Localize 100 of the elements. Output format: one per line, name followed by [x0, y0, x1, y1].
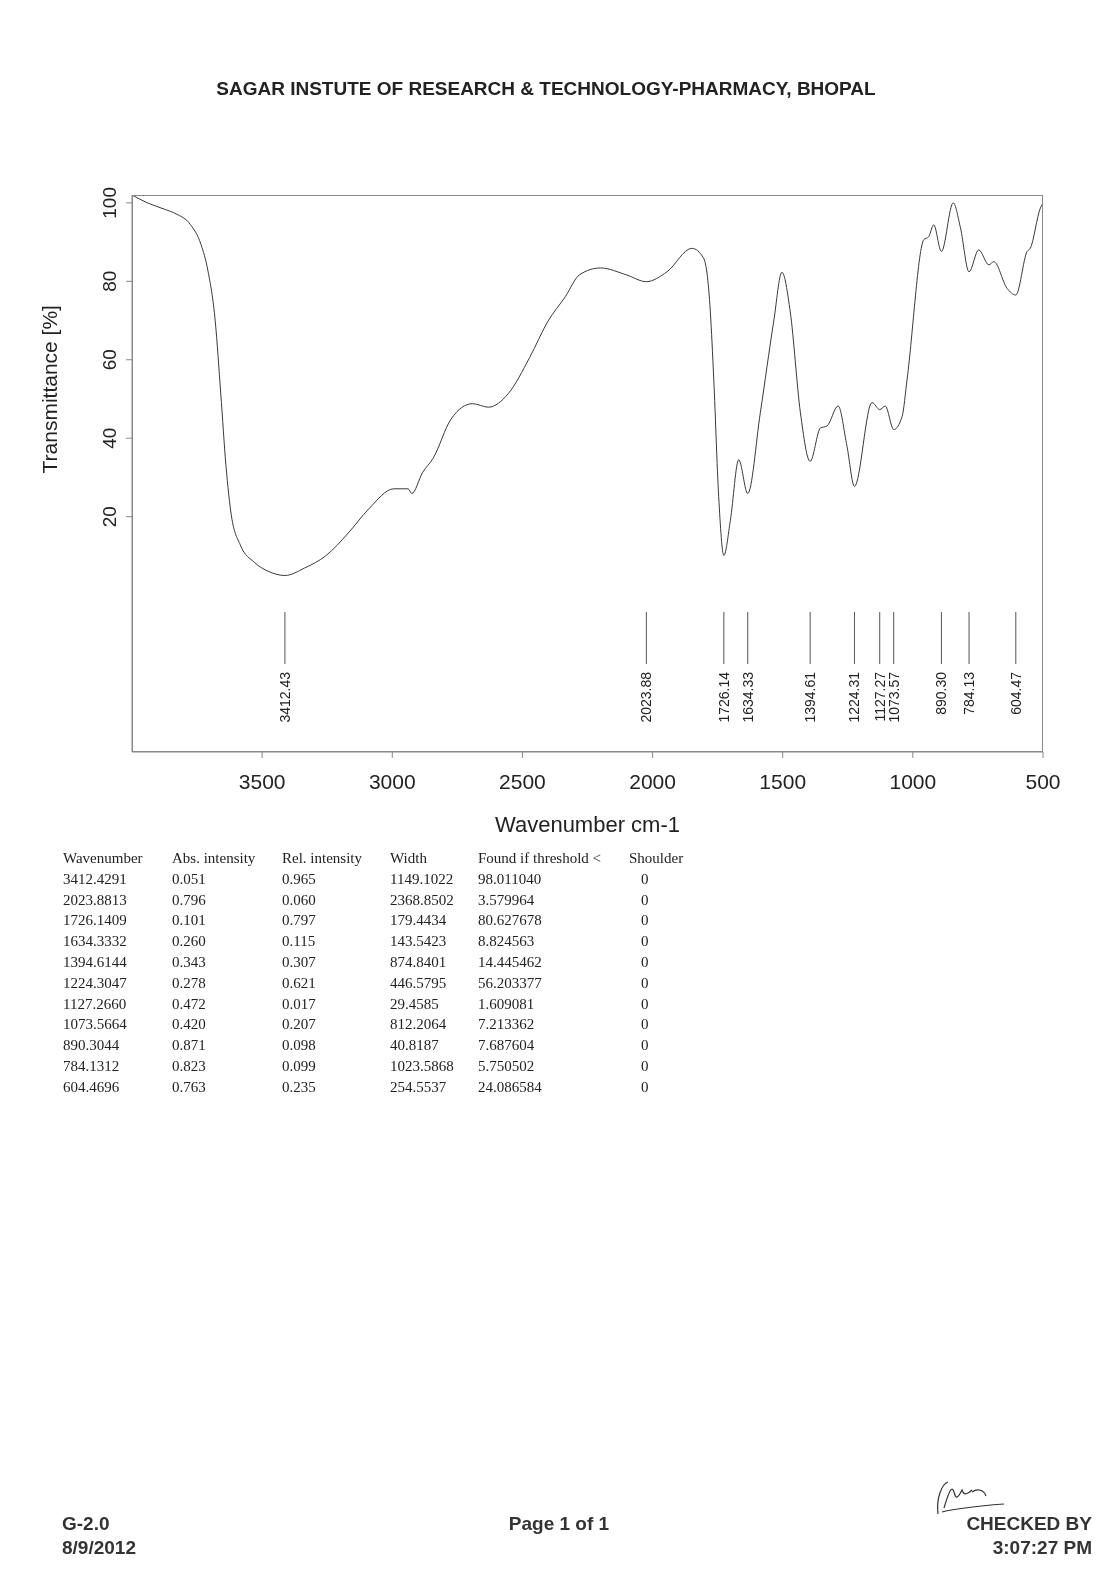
text: 0.871 [172, 1037, 206, 1055]
text: Width [390, 850, 427, 867]
ref-line-label: 604.47 [1007, 671, 1024, 715]
text: 0.420 [172, 1016, 206, 1034]
text: 56.203377 [478, 974, 542, 992]
text: 0 [641, 995, 649, 1013]
y-tick-label: 20 [99, 506, 120, 528]
text: Abs. intensity [172, 850, 256, 867]
text: Rel. intensity [282, 850, 362, 867]
ref-line-label: 1127.27 [871, 671, 888, 722]
text: 3:07:27 PM [991, 1537, 1092, 1559]
text: 0.278 [172, 974, 206, 992]
text: 1224.3047 [63, 974, 127, 992]
text: 0.621 [282, 974, 316, 992]
text: 7.213362 [478, 1016, 535, 1034]
text: 446.5795 [390, 974, 447, 992]
text: 5.750502 [478, 1058, 535, 1075]
text: 2023.8813 [63, 891, 127, 909]
ref-line-label: 1073.57 [885, 671, 902, 723]
text: 0.060 [282, 891, 316, 909]
text: 179.4434 [390, 912, 447, 930]
text: 0 [641, 1037, 649, 1055]
text: 0.235 [282, 1078, 316, 1096]
text: 254.5537 [390, 1078, 447, 1096]
x-tick-label: 1000 [889, 769, 937, 793]
text: 2368.8502 [390, 891, 454, 909]
text: 1023.5868 [390, 1058, 454, 1075]
ref-line-label: 1224.31 [846, 671, 863, 723]
text: Shoulder [629, 850, 684, 867]
text: 0.115 [282, 933, 316, 951]
text: 0.098 [282, 1037, 316, 1055]
text: 0 [641, 870, 649, 888]
text: 0.207 [282, 1016, 316, 1034]
x-tick-label: 3000 [368, 769, 416, 793]
text: 8/9/2012 [62, 1537, 136, 1559]
text: 0.307 [282, 954, 316, 971]
ref-line-label: 1634.33 [739, 671, 756, 723]
text: 143.5423 [390, 933, 447, 951]
text: 0 [641, 954, 649, 971]
ref-line-label: 1726.14 [715, 671, 732, 723]
text: 0 [641, 974, 649, 992]
text: 80.627678 [478, 912, 542, 930]
x-axis-title: Wavenumber cm-1 [494, 812, 681, 837]
x-tick-label: 1500 [759, 769, 807, 793]
text: 14.445462 [478, 954, 542, 971]
text: 0 [641, 933, 649, 951]
text: 0.343 [172, 954, 206, 971]
chart-title: SAGAR INSTUTE OF RESEARCH & TECHNOLOGY-PHARMACY, BHOPAL [215, 78, 877, 100]
text: 40.8187 [390, 1037, 439, 1055]
y-axis-title: Transmittance [%] [38, 305, 62, 474]
text: 0.260 [172, 933, 206, 951]
y-tick-label: 80 [99, 270, 120, 292]
text: Page 1 of 1 [507, 1513, 611, 1535]
text: 1149.1022 [390, 870, 454, 888]
text: 0 [641, 891, 649, 909]
text: 0.763 [172, 1078, 206, 1096]
text: 0.796 [172, 891, 206, 909]
y-tick-label: 40 [99, 427, 120, 449]
text: Wavenumber [63, 850, 143, 867]
text: 874.8401 [390, 954, 447, 971]
text: 98.011040 [478, 870, 542, 888]
text: 0 [641, 912, 649, 930]
text: 3412.4291 [63, 870, 127, 888]
text: 0.051 [172, 870, 206, 888]
x-tick-label: 500 [1025, 769, 1061, 793]
text: 7.687604 [478, 1037, 535, 1055]
ref-line-label: 890.30 [933, 671, 950, 715]
ref-line-label: 3412.43 [276, 671, 293, 723]
text: 1.609081 [478, 995, 535, 1013]
text: 1726.1409 [63, 912, 127, 930]
text: 0.965 [282, 870, 316, 888]
y-tick-label: 100 [99, 186, 120, 219]
text: 0.101 [172, 912, 206, 930]
text: Found if threshold < [478, 850, 602, 867]
text: CHECKED BY [965, 1513, 1092, 1535]
ref-line-label: 784.13 [961, 671, 978, 715]
text: 604.4696 [63, 1078, 120, 1096]
text: 0 [641, 1058, 649, 1075]
text: 0.099 [282, 1058, 316, 1075]
text: 0 [641, 1016, 649, 1034]
text: 784.1312 [63, 1058, 120, 1075]
text: 1634.3332 [63, 933, 127, 951]
text: 1073.5664 [63, 1016, 127, 1034]
text: G-2.0 [62, 1513, 110, 1535]
x-tick-label: 2500 [499, 769, 546, 793]
ref-line-label: 1394.61 [802, 671, 819, 723]
x-tick-label: 2000 [629, 769, 676, 793]
text: 24.086584 [478, 1078, 542, 1096]
text: 890.3044 [63, 1037, 120, 1055]
text: 0 [641, 1078, 649, 1096]
line-series [132, 195, 1043, 576]
text: 29.4585 [390, 995, 439, 1013]
text: 0.797 [282, 912, 316, 930]
text: 1127.2660 [63, 995, 127, 1013]
text: 8.824563 [478, 933, 535, 951]
text: 3.579964 [478, 891, 535, 909]
text: 0.823 [172, 1058, 206, 1075]
y-tick-label: 60 [99, 349, 120, 371]
text: 1394.6144 [63, 954, 127, 971]
text: 812.2064 [390, 1016, 447, 1034]
